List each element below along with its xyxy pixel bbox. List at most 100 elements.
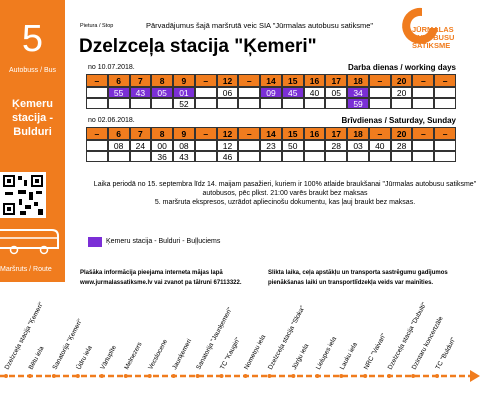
minute-cell: 28 (325, 140, 348, 151)
hour-cell: 20 (390, 127, 413, 140)
logo-line: JŪRMALAS (412, 25, 454, 34)
hour-cell: – (86, 127, 108, 140)
hour-cell: 9 (173, 127, 195, 140)
minute-cell: 43 (129, 87, 152, 98)
minute-cell (86, 98, 108, 109)
minute-cell (238, 87, 261, 98)
stop-name: Vārtupīte (99, 344, 118, 371)
hour-cell: 7 (129, 127, 152, 140)
minute-cell (368, 87, 391, 98)
minute-cell (347, 151, 369, 162)
route-name: Ķemeru stacija - Bulduri (12, 98, 53, 138)
stop-name: Melnezers (123, 341, 144, 371)
minute-cell (238, 140, 261, 151)
stop-dot (123, 374, 128, 378)
minute-cell: 06 (216, 87, 239, 98)
minute-cell: 24 (129, 140, 152, 151)
operator: Pārvadājumus šajā maršrutā veic SIA "Jūr… (146, 21, 374, 30)
minute-cell (129, 98, 152, 109)
hour-cell: – (238, 74, 261, 87)
minute-cell: 09 (260, 87, 282, 98)
stop-name: Jūrģu iela (290, 342, 310, 371)
hour-cell: 16 (303, 127, 326, 140)
stop-dot (147, 374, 152, 378)
stop-name: TC "Bulduri" (435, 336, 458, 371)
footer-line: pienākšanas laiki un transportlīdzekļa v… (268, 280, 434, 286)
minute-cell: 08 (173, 140, 195, 151)
hour-cell: 18 (347, 127, 369, 140)
hour-cell: – (412, 127, 435, 140)
minute-cell (390, 98, 413, 109)
footer-line: www.jurmalassatiksme.lv vai zvanot pa tā… (80, 280, 242, 286)
minute-cell (238, 151, 261, 162)
minute-cell (412, 151, 435, 162)
minute-cell: 43 (173, 151, 195, 162)
hour-cell: 18 (347, 74, 369, 87)
minute-cell: 45 (281, 87, 304, 98)
minute-cell: 08 (107, 140, 130, 151)
hour-cell: 7 (129, 74, 152, 87)
stop-dot (51, 374, 56, 378)
stop-name: Bētu iela (28, 345, 46, 371)
footer-line: Slikta laika, ceļa apstākļu un transport… (268, 270, 448, 276)
note-line: 5. maršruta ekspresos, uzrādot apliecino… (154, 199, 416, 206)
note: Laika periodā no 15. septembra līdz 14. … (92, 180, 478, 207)
hour-cell: 12 (216, 127, 239, 140)
footer-info: Plašāka informācija pieejama interneta m… (80, 268, 242, 288)
minute-cell (412, 98, 435, 109)
minute-cell (434, 87, 456, 98)
route-label: Maršruts / Route (0, 266, 52, 273)
hour-cell: 9 (173, 74, 195, 87)
stop-dot (243, 374, 248, 378)
minute-cell: 46 (216, 151, 239, 162)
minute-cell (194, 98, 217, 109)
minute-cell: 40 (303, 87, 326, 98)
stop-name: Nometņu iela (243, 333, 267, 370)
stop-dot (291, 374, 296, 378)
legend-label: Ķemeru stacija - Bulduri - Buļļuciems (106, 238, 221, 245)
minute-cell (303, 98, 326, 109)
minute-cell (194, 87, 217, 98)
hour-cell: 15 (281, 127, 304, 140)
stop-dot (315, 374, 320, 378)
stop-dot (75, 374, 80, 378)
minute-cell (281, 98, 304, 109)
valid-from: no 02.06.2018. (88, 117, 135, 124)
minute-cell: 50 (281, 140, 304, 151)
stop-name: Jaunķemeri (171, 338, 193, 371)
minute-cell (368, 98, 391, 109)
stop-name: Ūdru iela (75, 344, 94, 371)
hour-cell: – (412, 74, 435, 87)
stop-name: TC "Kaugiri" (219, 336, 242, 371)
stop-dot (267, 374, 272, 378)
stop-dot (4, 374, 8, 378)
minute-cell: 40 (368, 140, 391, 151)
stop-name: Vecslocene (147, 338, 169, 371)
minute-cell (86, 87, 108, 98)
stop-name: Lielupes iela (315, 335, 338, 371)
hour-cell: 14 (260, 127, 282, 140)
minute-cell (325, 98, 348, 109)
minute-cell: 36 (151, 151, 174, 162)
logo-line: AUTOBUSU (412, 33, 454, 42)
minute-cell (194, 140, 217, 151)
minute-cell (434, 140, 456, 151)
minute-cell (390, 151, 413, 162)
minute-cell (434, 98, 456, 109)
minute-cell: 28 (390, 140, 413, 151)
minute-cell: 23 (260, 140, 282, 151)
minute-cell: 05 (325, 87, 348, 98)
hour-cell: – (194, 74, 217, 87)
hour-cell: 6 (107, 127, 130, 140)
minute-cell (281, 151, 304, 162)
minute-cell (303, 140, 326, 151)
footer-warning: Slikta laika, ceļa apstākļu un transport… (268, 268, 448, 288)
stop-dot (99, 374, 104, 378)
hour-cell: – (434, 127, 456, 140)
minute-cell (194, 151, 217, 162)
note-line: Laika periodā no 15. septembra līdz 14. … (93, 181, 477, 197)
route-strip: Dzelzceļa stacija "Ķemeri"Bētu iela Sanat… (0, 300, 480, 382)
day-type: Darba dienas / working days (347, 63, 456, 72)
minute-cell (86, 151, 108, 162)
